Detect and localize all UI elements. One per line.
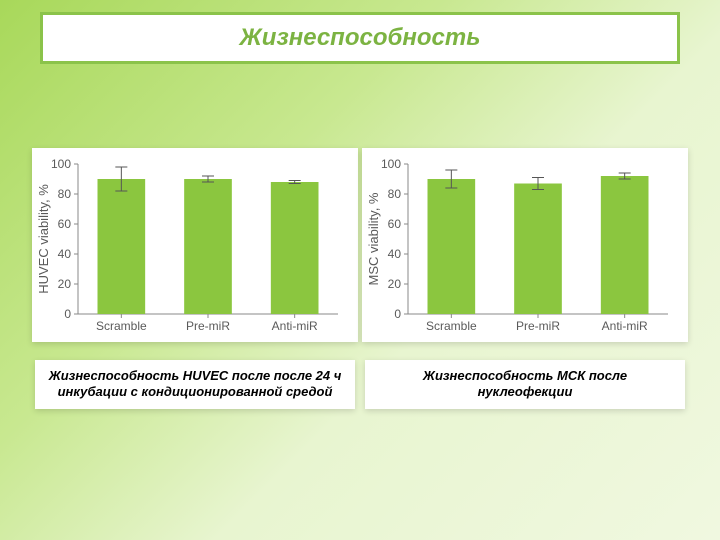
caption-left: Жизнеспособность HUVEC после после 24 ч … <box>35 360 355 409</box>
svg-text:40: 40 <box>388 247 402 261</box>
chart-left: 0 20 40 60 80 100HUVEC viability, % Scramble Pr… <box>36 156 344 336</box>
page-title: Жизнеспособность <box>240 24 481 52</box>
chart-right: 0 20 40 60 80 100 MSC viability, % Scramble Pre-… <box>366 156 674 336</box>
svg-text:100: 100 <box>381 157 401 171</box>
svg-text:0: 0 <box>64 307 71 321</box>
svg-text:40: 40 <box>58 247 72 261</box>
svg-text:Pre-miR: Pre-miR <box>186 319 230 333</box>
svg-text:60: 60 <box>388 217 402 231</box>
svg-text:80: 80 <box>58 187 72 201</box>
svg-text:Anti-miR: Anti-miR <box>602 319 648 333</box>
svg-text:80: 80 <box>388 187 402 201</box>
svg-text:20: 20 <box>388 277 402 291</box>
svg-text:60: 60 <box>58 217 72 231</box>
title-bar: Жизнеспособность <box>40 12 680 64</box>
chart-right-card: 0 20 40 60 80 100 MSC viability, % Scramble Pre-… <box>362 148 688 342</box>
caption-right: Жизнеспособность МСК после нуклеофекции <box>365 360 685 409</box>
svg-text:HUVEC viability, %: HUVEC viability, % <box>36 184 51 294</box>
svg-text:100: 100 <box>51 157 71 171</box>
svg-text:Scramble: Scramble <box>426 319 477 333</box>
captions-row: Жизнеспособность HUVEC после после 24 ч … <box>0 360 720 409</box>
svg-text:MSC viability, %: MSC viability, % <box>366 192 381 285</box>
svg-text:Scramble: Scramble <box>96 319 147 333</box>
chart-left-card: 0 20 40 60 80 100HUVEC viability, % Scramble Pr… <box>32 148 358 342</box>
svg-text:Anti-miR: Anti-miR <box>272 319 318 333</box>
charts-row: 020406080100HUVEC viability, %ScramblePr… <box>0 148 720 342</box>
svg-text:0: 0 <box>394 307 401 321</box>
svg-text:Pre-miR: Pre-miR <box>516 319 560 333</box>
svg-text:20: 20 <box>58 277 72 291</box>
